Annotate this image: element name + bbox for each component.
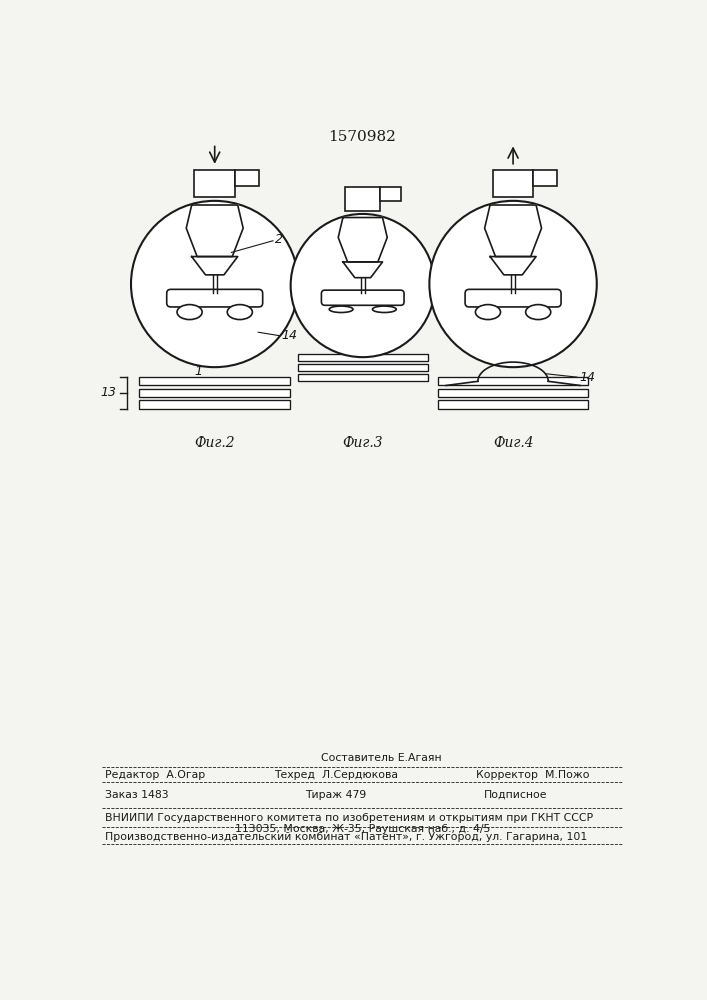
FancyBboxPatch shape	[322, 290, 404, 305]
Circle shape	[291, 214, 435, 357]
Bar	[345, 187, 380, 211]
Bar	[298, 374, 428, 381]
Ellipse shape	[475, 305, 501, 320]
Polygon shape	[192, 257, 238, 275]
Bar	[139, 377, 290, 385]
Text: ВНИИПИ Государственного комитета по изобретениям и открытиям при ГКНТ СССР: ВНИИПИ Государственного комитета по изоб…	[105, 813, 594, 823]
Bar	[438, 377, 588, 385]
Text: 1: 1	[194, 365, 202, 378]
Text: Корректор  М.Пожо: Корректор М.Пожо	[476, 770, 590, 780]
Text: 113035, Москва, Ж-35, Раушская наб., д. 4/5: 113035, Москва, Ж-35, Раушская наб., д. …	[235, 824, 491, 834]
Text: Составитель Е.Агаян: Составитель Е.Агаян	[321, 753, 441, 763]
Ellipse shape	[177, 305, 202, 320]
Ellipse shape	[373, 306, 396, 313]
Bar	[438, 400, 588, 409]
Text: 14: 14	[281, 329, 297, 342]
Polygon shape	[343, 262, 382, 278]
Bar	[438, 389, 588, 397]
Bar	[298, 364, 428, 371]
Text: Заказ 1483: Заказ 1483	[105, 790, 169, 800]
Text: Фиг.4: Фиг.4	[493, 436, 533, 450]
Bar	[139, 400, 290, 409]
Circle shape	[429, 201, 597, 367]
Polygon shape	[490, 257, 536, 275]
Ellipse shape	[525, 305, 551, 320]
Ellipse shape	[329, 306, 353, 313]
Bar	[380, 187, 401, 201]
Text: 2: 2	[275, 233, 284, 246]
Bar	[235, 170, 259, 186]
Polygon shape	[186, 205, 243, 257]
Polygon shape	[338, 218, 387, 262]
Circle shape	[131, 201, 298, 367]
Ellipse shape	[227, 305, 252, 320]
Text: 14: 14	[580, 371, 595, 384]
Text: Фиг.3: Фиг.3	[342, 436, 383, 450]
Bar	[298, 354, 428, 361]
Bar	[493, 170, 534, 197]
Text: 13: 13	[100, 386, 116, 399]
FancyBboxPatch shape	[465, 289, 561, 307]
Text: Тираж 479: Тираж 479	[305, 790, 367, 800]
Text: Редактор  А.Огар: Редактор А.Огар	[105, 770, 206, 780]
FancyBboxPatch shape	[167, 289, 263, 307]
Bar	[194, 170, 235, 197]
Polygon shape	[484, 205, 542, 257]
Text: 1570982: 1570982	[328, 130, 396, 144]
Bar	[139, 389, 290, 397]
Bar	[534, 170, 557, 186]
Text: Подписное: Подписное	[484, 790, 547, 800]
Text: Фиг.2: Фиг.2	[194, 436, 235, 450]
Text: Производственно-издательский комбинат «Патент», г. Ужгород, ул. Гагарина, 101: Производственно-издательский комбинат «П…	[105, 832, 588, 842]
Text: Техред  Л.Сердюкова: Техред Л.Сердюкова	[274, 770, 398, 780]
